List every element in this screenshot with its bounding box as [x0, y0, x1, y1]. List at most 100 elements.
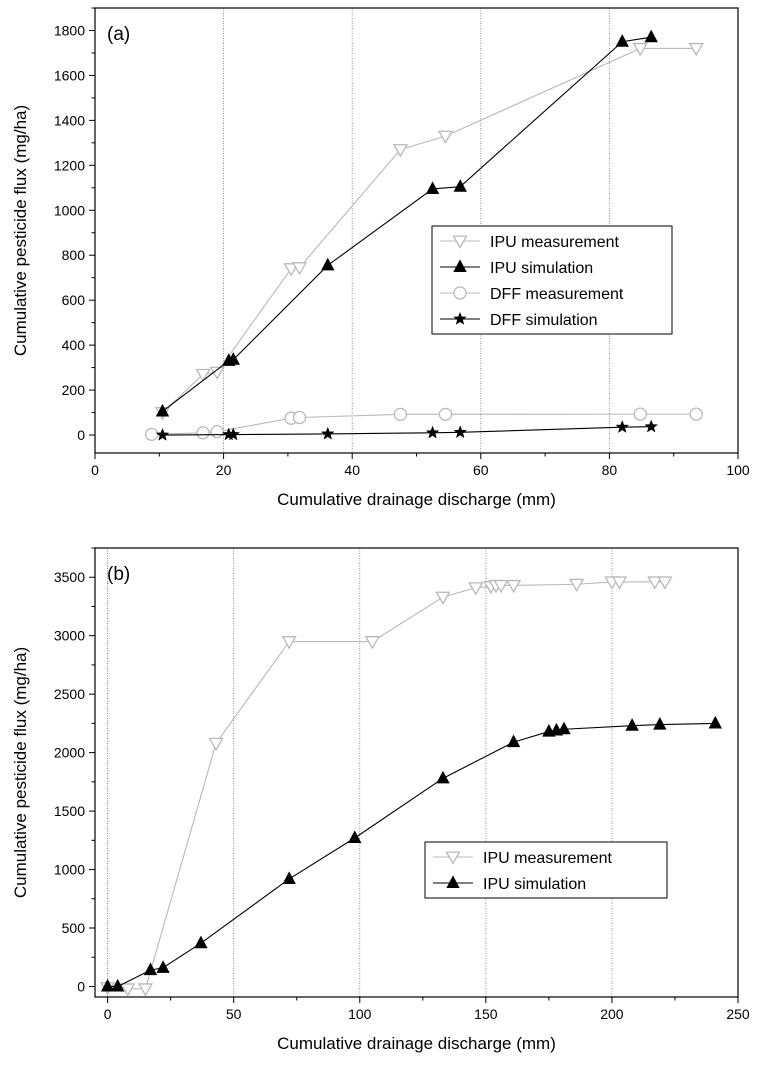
- y-tick-label: 1800: [54, 22, 85, 38]
- data-point: [568, 578, 585, 593]
- plot-frame: [94, 547, 739, 998]
- data-point: [625, 718, 639, 731]
- data-point: [425, 425, 440, 439]
- data-point: [436, 770, 450, 784]
- data-point: [689, 407, 703, 421]
- data-point: [144, 427, 159, 441]
- data-point: [557, 721, 571, 735]
- legend-label: IPU measurement: [483, 850, 612, 867]
- x-axis-title: Cumulative drainage discharge (mm): [277, 490, 556, 509]
- legend: IPU measurement IPU simulation DFF measure…: [431, 225, 673, 335]
- data-point: [708, 715, 722, 729]
- x-tick-label: 60: [473, 462, 489, 478]
- y-tick-label: 1000: [54, 862, 85, 878]
- data-point: [435, 591, 451, 605]
- y-tick-label: 800: [62, 247, 86, 263]
- data-point: [209, 366, 225, 380]
- x-tick-label: 150: [474, 1006, 498, 1022]
- data-point: [506, 734, 521, 748]
- x-tick-label: 20: [216, 462, 232, 478]
- data-point: [493, 579, 509, 594]
- data-point: [615, 34, 629, 47]
- legend-label: DFF measurement: [490, 286, 624, 303]
- legend-marker: [446, 875, 460, 889]
- y-tick-label: 3000: [54, 628, 85, 644]
- data-point: [155, 427, 170, 441]
- legend-marker: [453, 311, 467, 325]
- panel-label: (a): [107, 24, 130, 45]
- data-point: [282, 871, 296, 884]
- data-point: [143, 962, 158, 976]
- data-point: [392, 144, 409, 158]
- data-point: [210, 424, 224, 439]
- data-point: [155, 403, 170, 417]
- chart-panel-1: 0 20 40 60 80 1000200400600800100012001400160…: [11, 7, 750, 509]
- data-point: [468, 582, 484, 596]
- data-point: [196, 426, 210, 440]
- x-tick-label: 0: [104, 1006, 112, 1022]
- legend-marker: [445, 851, 461, 865]
- legend-box: [424, 841, 668, 899]
- y-tick-label: 500: [62, 920, 86, 936]
- series-2: [100, 715, 722, 992]
- legend-label: DFF simulation: [490, 312, 598, 329]
- data-point: [611, 576, 628, 590]
- data-point: [653, 716, 667, 730]
- series-line: [107, 581, 665, 990]
- data-point: [505, 579, 522, 594]
- data-point: [283, 263, 299, 277]
- data-point: [437, 130, 454, 144]
- data-point: [364, 636, 380, 650]
- data-point: [657, 576, 673, 590]
- panel-label: (b): [107, 564, 130, 585]
- y-tick-label: 0: [77, 427, 85, 443]
- data-point: [226, 352, 240, 365]
- y-tick-label: 1400: [54, 112, 85, 128]
- legend-label: IPU measurement: [490, 234, 619, 251]
- x-tick-label: 80: [602, 462, 618, 478]
- x-tick-label: 50: [226, 1006, 242, 1022]
- legend-marker: [453, 259, 467, 273]
- data-point: [111, 978, 125, 992]
- chart-panel-2: 0 50 100 150 200 2500500100015002000250030003…: [11, 547, 750, 1053]
- x-tick-label: 100: [726, 462, 750, 478]
- x-tick-label: 40: [344, 462, 360, 478]
- y-tick-label: 600: [62, 292, 86, 308]
- data-point: [320, 426, 335, 440]
- y-tick-label: 0: [77, 978, 85, 994]
- series-line: [162, 36, 652, 412]
- data-point: [292, 410, 307, 425]
- y-tick-label: 200: [62, 382, 86, 398]
- y-tick-label: 2000: [54, 745, 85, 761]
- y-axis-title: Cumulative pesticide flux (mg/ha): [11, 647, 30, 898]
- y-axis-title: Cumulative pesticide flux (mg/ha): [11, 105, 30, 356]
- legend-marker: [452, 235, 468, 249]
- data-point: [137, 983, 154, 997]
- data-point: [633, 407, 647, 421]
- data-point: [156, 960, 170, 973]
- series-1: [99, 576, 673, 997]
- x-tick-label: 250: [726, 1006, 750, 1022]
- y-tick-label: 1500: [54, 803, 85, 819]
- legend-label: IPU simulation: [490, 260, 593, 277]
- series-4: [155, 419, 659, 441]
- y-tick-label: 1200: [54, 157, 85, 173]
- data-point: [453, 179, 467, 192]
- data-point: [194, 935, 208, 949]
- data-point: [348, 830, 362, 844]
- data-point: [644, 29, 658, 43]
- data-point: [100, 978, 115, 992]
- data-point: [208, 737, 224, 752]
- data-point: [647, 576, 663, 590]
- data-point: [281, 636, 297, 650]
- legend-box: [431, 225, 673, 335]
- data-point: [438, 407, 453, 421]
- y-tick-label: 400: [62, 337, 86, 353]
- data-point: [226, 427, 241, 441]
- y-tick-label: 1000: [54, 202, 85, 218]
- data-point: [615, 419, 630, 433]
- y-tick-label: 1600: [54, 67, 85, 83]
- x-tick-label: 100: [348, 1006, 372, 1022]
- data-point: [632, 42, 648, 57]
